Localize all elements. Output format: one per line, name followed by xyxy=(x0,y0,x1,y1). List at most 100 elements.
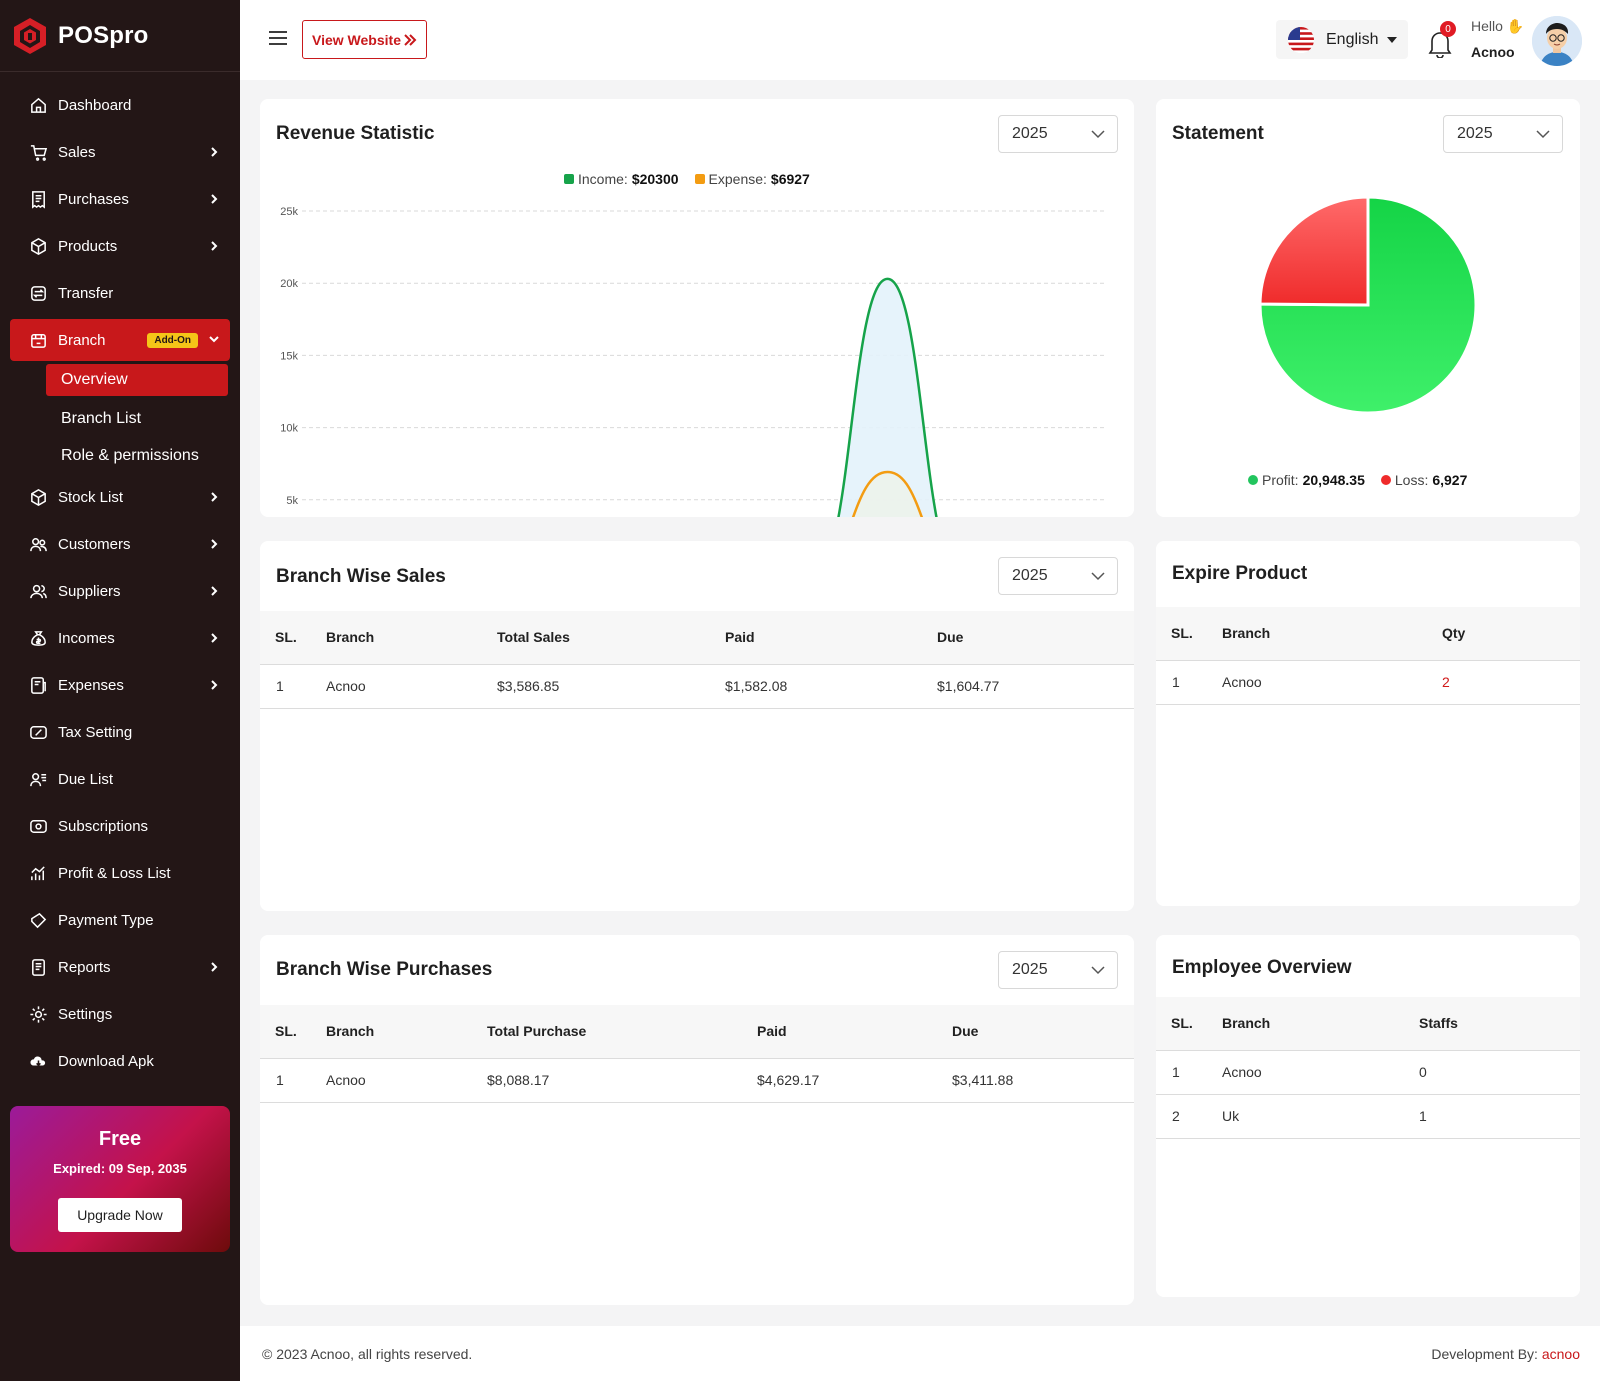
chevron-right-icon xyxy=(208,146,222,160)
col-branch: Branch xyxy=(326,611,497,665)
branch-purchases-title: Branch Wise Purchases xyxy=(276,959,493,980)
y-tick-label: 25k xyxy=(280,206,298,218)
submenu-item-overview[interactable]: Overview xyxy=(46,364,228,396)
cell-branch: Acnoo xyxy=(326,1058,487,1103)
pie-slice-profit xyxy=(1258,195,1478,415)
year-value: 2025 xyxy=(1457,125,1493,142)
sidebar-item-payment-type[interactable]: Payment Type xyxy=(0,897,240,944)
sidebar-item-products[interactable]: Products xyxy=(0,223,240,270)
cell-branch: Uk xyxy=(1222,1094,1419,1139)
hello-text: Hello ✋ xyxy=(1471,18,1525,34)
employee-overview-title: Employee Overview xyxy=(1172,957,1352,978)
sidebar-item-label: Subscriptions xyxy=(58,818,149,835)
avatar[interactable] xyxy=(1532,16,1582,66)
col-sl: SL. xyxy=(1156,997,1222,1051)
statement-title: Statement xyxy=(1172,123,1264,144)
series-line-income xyxy=(837,277,938,517)
chevron-right-icon xyxy=(208,585,222,599)
cell-staffs: 1 xyxy=(1419,1094,1580,1139)
view-website-button[interactable]: View Website xyxy=(302,20,427,59)
chevron-right-icon xyxy=(208,679,222,693)
store-icon xyxy=(28,330,48,350)
revenue-statistic-card: Revenue Statistic 2025 Income: $20300 Ex… xyxy=(260,99,1134,517)
sidebar-item-expenses[interactable]: Expenses xyxy=(0,662,240,709)
chart-bar-icon xyxy=(28,864,48,884)
sidebar-item-suppliers[interactable]: Suppliers xyxy=(0,568,240,615)
col-due: Due xyxy=(937,611,1134,665)
sidebar-item-sales[interactable]: Sales xyxy=(0,129,240,176)
sidebar-item-label: Branch xyxy=(58,331,106,349)
sidebar-item-settings[interactable]: Settings xyxy=(0,991,240,1038)
hamburger-menu-icon[interactable] xyxy=(268,30,288,46)
cell-qty: 2 xyxy=(1442,660,1580,705)
sidebar-item-download-apk[interactable]: Download Apk xyxy=(0,1038,240,1085)
sidebar-item-stock-list[interactable]: Stock List xyxy=(0,474,240,521)
language-selector[interactable]: English xyxy=(1276,20,1408,59)
brand[interactable]: POSpro xyxy=(0,0,240,72)
cell-staffs: 0 xyxy=(1419,1050,1580,1095)
report-icon xyxy=(28,958,48,978)
box-icon xyxy=(28,488,48,508)
revenue-title: Revenue Statistic xyxy=(276,123,435,144)
sidebar-item-label: Incomes xyxy=(58,630,115,647)
expense-legend-label: Expense: xyxy=(708,171,767,187)
sidebar-menu: Dashboard Sales Purchases Products Transfer … xyxy=(0,72,240,1085)
submenu-item-branch-list[interactable]: Branch List xyxy=(61,409,142,427)
developer-link[interactable]: acnoo xyxy=(1541,1345,1580,1362)
cell-due: $3,411.88 xyxy=(952,1058,1134,1103)
col-total-sales: Total Sales xyxy=(497,611,725,665)
revenue-chart: 0k5k10k15k20k25kJanFebMarAprMayJunJulAug… xyxy=(280,206,1106,517)
submenu-item-role-permissions[interactable]: Role & permissions xyxy=(61,446,199,464)
sidebar-item-tax-setting[interactable]: Tax Setting xyxy=(0,709,240,756)
cell-sl: 1 xyxy=(1156,1050,1222,1095)
sidebar-item-label: Settings xyxy=(58,1006,113,1023)
expire-product-table: SL. Branch Qty 1 Acnoo 2 xyxy=(1156,607,1580,705)
brand-name: POSpro xyxy=(58,21,149,49)
sidebar-item-branch[interactable]: Branch Add-On xyxy=(10,319,230,361)
table-row: 2 Uk 1 xyxy=(1156,1094,1580,1139)
sidebar-item-subscriptions[interactable]: Subscriptions xyxy=(0,803,240,850)
expense-legend-value: $6927 xyxy=(770,171,810,187)
developer-credit: Development By: acnoo xyxy=(1431,1346,1580,1362)
sidebar-item-transfer[interactable]: Transfer xyxy=(0,270,240,317)
double-chevron-right-icon xyxy=(404,33,417,46)
upgrade-now-button[interactable]: Upgrade Now xyxy=(58,1198,182,1232)
col-sl: SL. xyxy=(260,1005,326,1059)
chevron-down-icon xyxy=(208,333,222,347)
cell-branch: Acnoo xyxy=(1222,660,1442,705)
language-label: English xyxy=(1326,30,1379,48)
branch-purchases-year-select[interactable]: 2025 xyxy=(998,951,1118,989)
cell-branch: Acnoo xyxy=(1222,1050,1419,1095)
profit-legend-label: Profit: xyxy=(1262,472,1299,488)
sidebar-item-label: Sales xyxy=(58,144,96,161)
col-sl: SL. xyxy=(260,611,326,665)
sidebar-item-label: Tax Setting xyxy=(58,724,133,741)
cell-sl: 1 xyxy=(1156,660,1222,705)
sidebar-item-incomes[interactable]: Incomes xyxy=(0,615,240,662)
loss-legend-marker xyxy=(1380,475,1391,485)
sidebar-item-purchases[interactable]: Purchases xyxy=(0,176,240,223)
sidebar-item-reports[interactable]: Reports xyxy=(0,944,240,991)
sidebar-item-dashboard[interactable]: Dashboard xyxy=(0,82,240,129)
col-branch: Branch xyxy=(1222,997,1419,1051)
table-row: 1 Acnoo 0 xyxy=(1156,1050,1580,1095)
statement-year-select[interactable]: 2025 xyxy=(1443,115,1563,153)
branch-sales-title: Branch Wise Sales xyxy=(276,566,446,587)
employee-overview-table: SL. Branch Staffs 1 Acnoo 0 2 Uk 1 xyxy=(1156,997,1580,1139)
sidebar-item-profit-loss-list[interactable]: Profit & Loss List xyxy=(0,850,240,897)
transfer-icon xyxy=(28,284,48,304)
footer: © 2023 Acnoo, all rights reserved. Devel… xyxy=(240,1326,1600,1381)
pospro-logo-icon xyxy=(14,17,46,54)
sidebar-item-due-list[interactable]: Due List xyxy=(0,756,240,803)
branch-sales-year-select[interactable]: 2025 xyxy=(998,557,1118,595)
revenue-legend: Income: $20300 Expense: $6927 xyxy=(564,171,810,187)
revenue-year-select[interactable]: 2025 xyxy=(998,115,1118,153)
col-branch: Branch xyxy=(1222,607,1442,661)
subscription-icon xyxy=(28,817,48,837)
gear-icon xyxy=(28,1005,48,1025)
loss-legend-value: 6,927 xyxy=(1432,472,1468,488)
cell-due: $1,604.77 xyxy=(937,664,1134,709)
chevron-down-icon xyxy=(1091,572,1105,581)
chevron-right-icon xyxy=(208,961,222,975)
sidebar-item-customers[interactable]: Customers xyxy=(0,521,240,568)
